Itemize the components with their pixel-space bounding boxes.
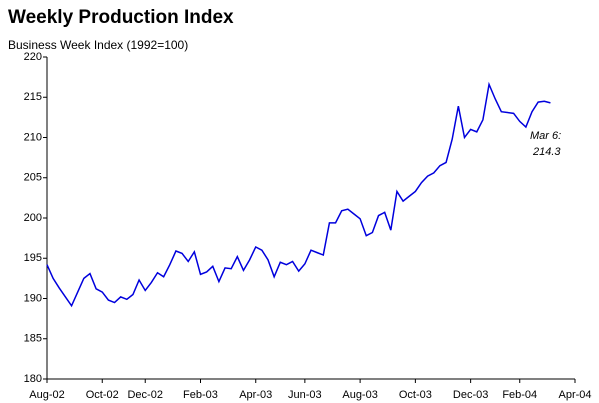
line — [46, 81, 551, 308]
x-tick-label: Aug-03 — [342, 389, 377, 401]
x-tick-label: Jun-03 — [288, 389, 322, 401]
y-tick-label: 210 — [24, 131, 42, 143]
y-tick-label: 185 — [24, 333, 42, 345]
x-tick-label: Apr-03 — [239, 389, 272, 401]
chart-subtitle: Business Week Index (1992=100) — [8, 38, 188, 52]
y-tick-label: 205 — [24, 172, 42, 184]
x-tick-label: Dec-02 — [127, 389, 162, 401]
x-tick-label: Feb-04 — [502, 389, 537, 401]
x-tick-label: Aug-02 — [29, 389, 64, 401]
y-tick-label: 195 — [24, 252, 42, 264]
y-tick-label: 180 — [24, 373, 42, 385]
x-tick-label: Apr-04 — [558, 389, 591, 401]
y-tick-label: 220 — [24, 51, 42, 63]
y-tick-label: 190 — [24, 292, 42, 304]
x-tick-label: Feb-03 — [183, 389, 218, 401]
annotation: 214.3 — [532, 146, 561, 158]
y-tick-label: 200 — [24, 212, 42, 224]
x-tick-label: Dec-03 — [453, 389, 488, 401]
y-tick-label: 215 — [24, 91, 42, 103]
x-tick-label: Oct-02 — [86, 389, 119, 401]
x-tick-label: Oct-03 — [399, 389, 432, 401]
annotation: Mar 6: — [530, 130, 561, 142]
chart-title: Weekly Production Index — [8, 7, 234, 28]
